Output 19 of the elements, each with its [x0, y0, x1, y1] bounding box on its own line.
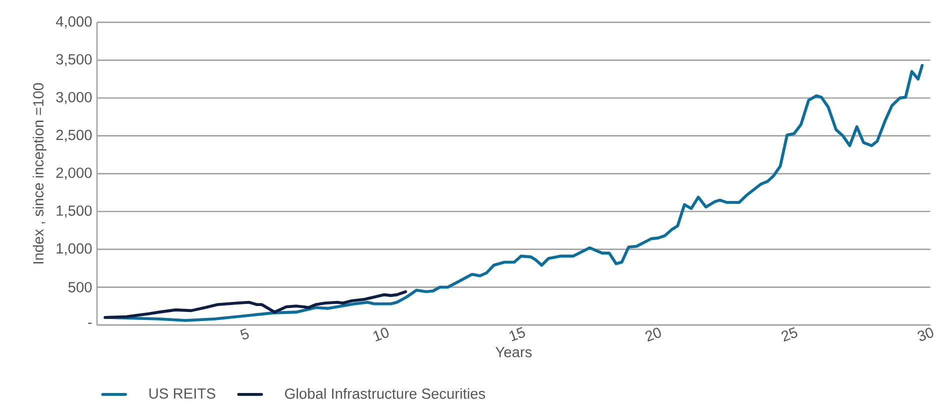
- x-tick-label: 5: [240, 328, 249, 340]
- y-tick-label: 1,000: [56, 243, 92, 256]
- y-tick-label: 2,500: [56, 130, 92, 142]
- legend-label: Global Infrastructure Securities: [285, 388, 486, 399]
- legend-label: US REITS: [149, 388, 216, 399]
- y-axis-title: Index , since inception =100: [32, 83, 46, 264]
- y-tick-label: -: [88, 322, 92, 324]
- x-tick-label: 30: [918, 328, 934, 341]
- y-tick-label: 1,500: [56, 205, 92, 218]
- x-tick-label: 20: [645, 328, 661, 342]
- y-tick-label: 3,500: [56, 54, 92, 66]
- y-tick-label: 500: [68, 282, 92, 292]
- x-tick-label: 15: [510, 327, 525, 342]
- x-tick-label: 25: [782, 327, 798, 342]
- y-tick-label: 4,000: [56, 16, 92, 28]
- y-tick-label: 2,000: [56, 168, 92, 180]
- x-axis-title: Years: [496, 347, 532, 358]
- x-tick-label: 10: [373, 328, 389, 342]
- y-tick-label: 3,000: [56, 92, 92, 104]
